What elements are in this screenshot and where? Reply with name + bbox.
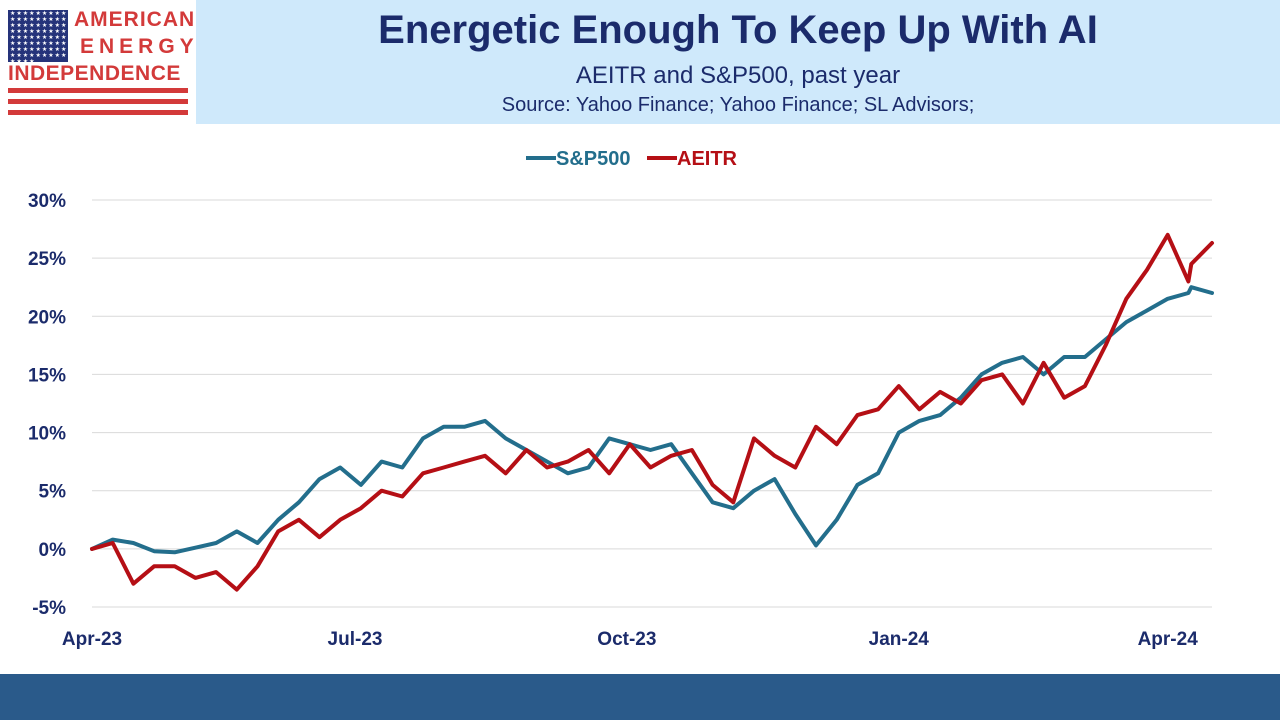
y-tick-label: 15% [28,365,66,386]
page-title: Energetic Enough To Keep Up With AI [378,8,1098,52]
y-axis-tick-labels: -5% 0% 5% 10% 15% 20% 25% 30% [28,191,66,619]
logo-line-1: AMERICAN [74,8,196,31]
series-line-sp500 [90,285,1214,555]
y-tick-label: 30% [28,191,66,212]
logo-stripe [8,88,188,93]
y-tick-label: 0% [39,540,67,561]
y-tick-label: -5% [32,598,66,619]
gridlines [92,199,1212,608]
y-tick-label: 5% [39,482,67,503]
flag-stars: ★★★★★★★★★★★★★★★★★★★★★★★★★★★★★★★★★★★★★★★★… [10,10,68,63]
line-chart: -5% 0% 5% 10% 15% 20% 25% 30% Apr-23 Jul-23 Oct-2… [28,148,1214,650]
x-tick-label: Jul-23 [328,629,383,650]
header: ★★★★★★★★★★★★★★★★★★★★★★★★★★★★★★★★★★★★★★★★… [0,0,1280,124]
logo: ★★★★★★★★★★★★★★★★★★★★★★★★★★★★★★★★★★★★★★★★… [4,4,196,120]
y-tick-label: 20% [28,307,66,328]
logo-stripe [8,110,188,115]
legend: S&P500 AEITR [526,148,738,170]
source-note: Source: Yahoo Finance; Yahoo Finance; SL… [501,94,975,116]
header-band [196,0,1280,124]
us-flag-icon: ★★★★★★★★★★★★★★★★★★★★★★★★★★★★★★★★★★★★★★★★… [8,10,68,62]
legend-label: AEITR [677,148,738,170]
y-tick-label: 10% [28,424,66,445]
legend-label: S&P500 [556,148,631,170]
logo-line-2: ENERGY [80,35,199,58]
logo-line-3: INDEPENDENCE [8,62,181,85]
series-line-aeitr [90,232,1214,592]
x-tick-label: Jan-24 [869,629,930,650]
x-axis-tick-labels: Apr-23 Jul-23 Oct-23 Jan-24 Apr-24 [62,629,1198,650]
page-subtitle: AEITR and S&P500, past year [575,62,901,89]
x-tick-label: Apr-23 [62,629,122,650]
footer-bar [0,674,1280,720]
x-tick-label: Apr-24 [1138,629,1199,650]
series-layer [90,232,1214,592]
logo-stripe [8,99,188,104]
x-tick-label: Oct-23 [597,629,656,650]
y-tick-label: 25% [28,249,66,270]
